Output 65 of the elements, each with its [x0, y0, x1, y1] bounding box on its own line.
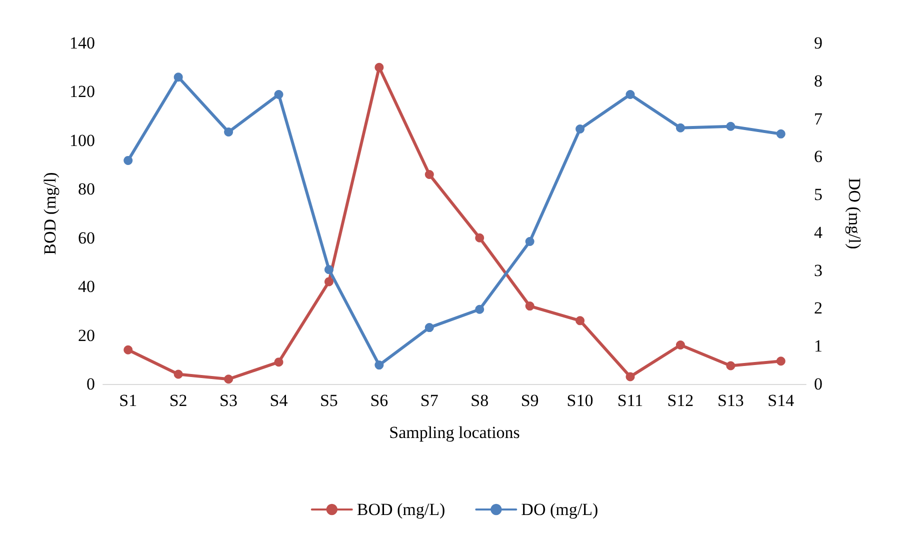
point [525, 302, 534, 311]
y2-tick-label: 7 [814, 109, 823, 128]
point [776, 356, 786, 366]
point [324, 265, 334, 274]
point [676, 123, 685, 132]
point [626, 90, 635, 100]
point [726, 122, 736, 131]
y2-tick-label: 9 [814, 34, 822, 52]
point [124, 156, 133, 165]
point [124, 345, 133, 354]
y-tick-label: 20 [78, 326, 95, 345]
point [626, 372, 635, 382]
y2-tick-label: 2 [814, 298, 822, 318]
point [576, 316, 585, 326]
y-axis-title: BOD (mg/l) [40, 172, 60, 255]
y2-axis-title: DO (mg/l) [845, 178, 864, 250]
point [576, 124, 585, 134]
y-tick-label: 80 [78, 180, 95, 199]
point [324, 277, 334, 286]
point [475, 304, 484, 314]
y-tick-label: 60 [78, 228, 95, 248]
point [726, 361, 736, 370]
point [424, 170, 434, 180]
x-tick-label: S1 [119, 391, 138, 410]
y2-tick-label: 1 [814, 336, 822, 356]
y-tick-label: 100 [70, 130, 95, 150]
point [174, 72, 183, 82]
point [374, 62, 384, 72]
x-tick-label: S11 [617, 391, 644, 410]
y2-tick-label: 3 [814, 260, 822, 280]
x-tick-label: S9 [520, 391, 539, 410]
legend-label: DO (mg/L) [521, 500, 598, 519]
point [475, 233, 484, 242]
x-tick-label: S3 [220, 391, 238, 410]
x-tick-label: S6 [370, 391, 388, 410]
point [274, 90, 284, 100]
x-tick-label: S12 [667, 391, 694, 410]
point [676, 340, 685, 350]
point [224, 128, 234, 137]
x-tick-label: S2 [169, 391, 188, 410]
x-tick-label: S10 [566, 391, 594, 410]
point [424, 323, 434, 332]
x-tick-label: S5 [320, 391, 338, 410]
y2-tick-label: 4 [814, 222, 823, 242]
point [224, 374, 234, 384]
y-tick-label: 0 [86, 374, 95, 394]
point [525, 237, 534, 246]
y2-tick-label: 8 [814, 71, 822, 90]
x-axis-title: Sampling locations [389, 423, 520, 442]
legend-label: BOD (mg/L) [356, 500, 446, 519]
y2-tick-label: 0 [814, 374, 822, 394]
x-tick-label: S7 [420, 391, 439, 410]
x-tick-label: S14 [768, 391, 795, 410]
point [776, 129, 786, 138]
x-tick-label: S13 [717, 391, 744, 410]
y-tick-label: 40 [78, 277, 95, 296]
y2-tick-label: 6 [814, 147, 822, 166]
y2-tick-label: 5 [814, 185, 822, 204]
point [274, 358, 284, 367]
point [174, 370, 183, 379]
y-tick-label: 140 [70, 34, 95, 52]
point [374, 360, 384, 370]
y-tick-label: 120 [70, 82, 95, 102]
x-tick-label: S8 [470, 391, 489, 410]
x-tick-label: S4 [270, 391, 288, 410]
